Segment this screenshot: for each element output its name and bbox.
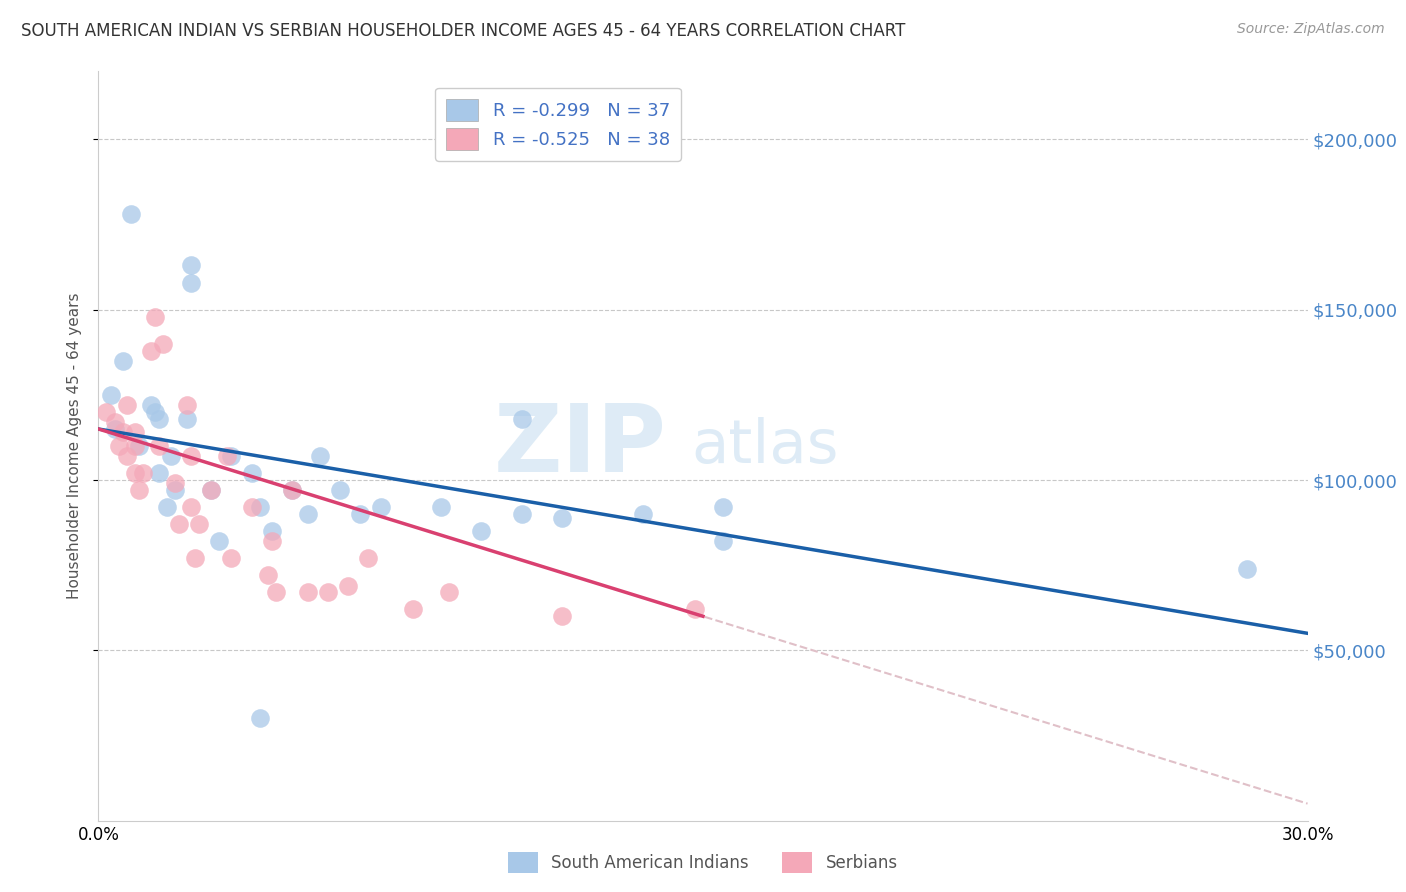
Point (260, 524, 283, 538)
Point (249, 711, 271, 725)
Point (217, 449, 239, 463)
Point (180, 259, 202, 273)
Point (357, 551, 380, 566)
Point (297, 585, 319, 599)
Point (111, 354, 134, 368)
Y-axis label: Householder Income Ages 45 - 64 years: Householder Income Ages 45 - 64 years (67, 293, 83, 599)
Point (188, 517, 211, 532)
Point (103, 422, 125, 436)
Point (180, 500, 202, 515)
Point (264, 585, 287, 599)
Point (200, 483, 222, 498)
Point (370, 500, 392, 515)
Text: SOUTH AMERICAN INDIAN VS SERBIAN HOUSEHOLDER INCOME AGES 45 - 64 YEARS CORRELATI: SOUTH AMERICAN INDIAN VS SERBIAN HOUSEHO… (21, 22, 905, 40)
Point (260, 534, 283, 549)
Point (156, 500, 179, 515)
Point (470, 524, 492, 538)
Point (631, 507, 654, 521)
Point (221, 551, 243, 566)
Point (281, 483, 304, 498)
Point (510, 411, 533, 425)
Point (167, 517, 190, 532)
Point (349, 507, 371, 521)
Point (249, 500, 271, 515)
Point (184, 551, 207, 566)
Legend: South American Indians, Serbians: South American Indians, Serbians (502, 846, 904, 880)
Point (163, 476, 186, 491)
Point (309, 449, 332, 463)
Point (337, 579, 360, 593)
Point (711, 534, 734, 549)
Point (329, 483, 352, 498)
Point (124, 439, 146, 453)
Point (711, 500, 734, 515)
Point (160, 449, 183, 463)
Point (111, 425, 134, 440)
Point (176, 411, 198, 425)
Point (430, 500, 453, 515)
Point (124, 425, 146, 440)
Point (163, 483, 186, 498)
Point (208, 534, 231, 549)
Text: Source: ZipAtlas.com: Source: ZipAtlas.com (1237, 22, 1385, 37)
Point (510, 507, 533, 521)
Point (107, 439, 129, 453)
Point (115, 398, 138, 412)
Point (148, 467, 170, 481)
Point (281, 483, 304, 498)
Point (148, 439, 170, 453)
Point (551, 510, 574, 524)
Point (143, 310, 166, 324)
Point (402, 602, 425, 616)
Point (240, 500, 263, 515)
Point (128, 483, 150, 498)
Point (297, 507, 319, 521)
Point (96, 405, 118, 419)
Point (176, 398, 198, 412)
Point (180, 449, 202, 463)
Point (120, 207, 142, 221)
Point (132, 467, 155, 481)
Point (115, 449, 138, 463)
Point (143, 405, 166, 419)
Point (139, 343, 162, 358)
Point (551, 609, 574, 624)
Point (139, 398, 162, 412)
Point (152, 336, 174, 351)
Point (683, 602, 706, 616)
Text: atlas: atlas (690, 417, 838, 475)
Point (148, 411, 170, 425)
Point (128, 439, 150, 453)
Point (1236, 561, 1258, 575)
Point (100, 388, 122, 402)
Point (221, 449, 243, 463)
Point (316, 585, 339, 599)
Point (180, 276, 202, 290)
Point (240, 467, 263, 481)
Point (200, 483, 222, 498)
Point (256, 568, 278, 582)
Legend: R = -0.299   N = 37, R = -0.525   N = 38: R = -0.299 N = 37, R = -0.525 N = 38 (434, 88, 681, 161)
Point (103, 415, 125, 429)
Text: ZIP: ZIP (494, 400, 666, 492)
Point (124, 467, 146, 481)
Point (437, 585, 460, 599)
